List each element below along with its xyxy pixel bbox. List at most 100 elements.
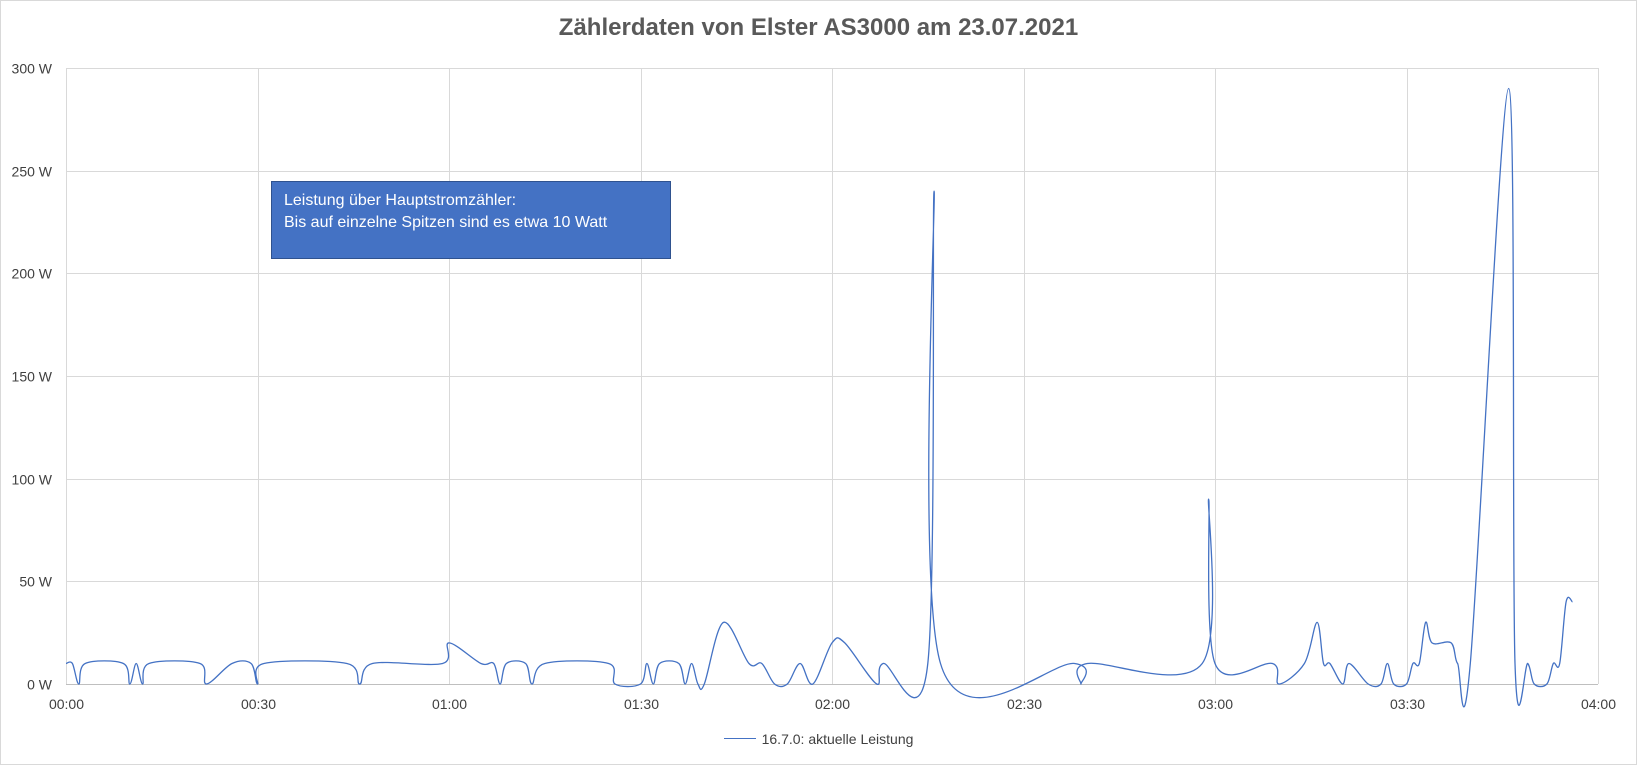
- data-point: [653, 683, 655, 685]
- data-point: [882, 663, 884, 665]
- data-point: [1329, 663, 1331, 665]
- data-point: [123, 663, 125, 665]
- data-point: [684, 683, 686, 685]
- x-tick-label: 02:30: [1007, 696, 1042, 712]
- y-axis-ticks: 0 W 50 W 100 W 150 W 200 W 250 W 300 W: [12, 61, 53, 693]
- y-tick-label: 150 W: [12, 369, 53, 385]
- data-point: [199, 663, 201, 665]
- x-tick-label: 00:30: [241, 696, 276, 712]
- data-point: [1342, 683, 1344, 685]
- y-tick-label: 0 W: [27, 677, 53, 693]
- x-tick-label: 04:00: [1581, 696, 1616, 712]
- data-point: [493, 663, 495, 665]
- data-point: [761, 663, 763, 665]
- data-point: [723, 622, 725, 624]
- data-point: [1553, 663, 1555, 665]
- data-point: [831, 642, 833, 644]
- legend: 16.7.0: aktuelle Leistung: [0, 726, 1637, 747]
- data-point: [78, 683, 80, 685]
- x-tick-label: 00:00: [49, 696, 84, 712]
- data-point: [787, 683, 789, 685]
- data-point: [1412, 663, 1414, 665]
- data-point: [876, 683, 878, 685]
- data-point: [812, 683, 814, 685]
- data-point: [1457, 663, 1459, 665]
- y-tick-label: 250 W: [12, 164, 53, 180]
- y-tick-label: 300 W: [12, 61, 53, 77]
- data-point: [1087, 663, 1089, 665]
- data-point: [704, 683, 706, 685]
- data-point: [84, 663, 86, 665]
- data-point: [640, 683, 642, 685]
- data-point: [359, 683, 361, 685]
- data-point: [531, 683, 533, 685]
- x-tick-label: 02:00: [815, 696, 850, 712]
- y-tick-label: 100 W: [12, 472, 53, 488]
- data-point: [1316, 622, 1318, 624]
- data-point: [1201, 663, 1203, 665]
- data-point: [1508, 88, 1510, 90]
- y-tick-label: 50 W: [19, 574, 52, 590]
- data-point: [1572, 601, 1574, 603]
- data-point: [525, 663, 527, 665]
- data-point: [1074, 663, 1076, 665]
- data-point: [1278, 683, 1280, 685]
- data-point: [1431, 642, 1433, 644]
- data-point: [1559, 663, 1561, 665]
- data-point: [1546, 683, 1548, 685]
- data-point: [933, 190, 935, 192]
- data-point: [250, 663, 252, 665]
- data-point: [1470, 663, 1472, 665]
- data-point: [231, 663, 233, 665]
- chart-title: Zählerdaten von Elster AS3000 am 23.07.2…: [558, 14, 1079, 41]
- data-point: [346, 663, 348, 665]
- data-point: [499, 683, 501, 685]
- data-point: [1208, 498, 1210, 500]
- data-point: [1533, 683, 1535, 685]
- data-point: [1348, 663, 1350, 665]
- data-point: [1514, 663, 1516, 665]
- data-point: [1419, 663, 1421, 665]
- data-point: [1387, 663, 1389, 665]
- data-point: [844, 642, 846, 644]
- data-point: [1406, 683, 1408, 685]
- data-point: [1393, 683, 1395, 685]
- annotation-line-2: Bis auf einzelne Spitzen sind es etwa 10…: [284, 214, 608, 231]
- data-point: [65, 663, 67, 665]
- data-point: [1450, 642, 1452, 644]
- y-tick-label: 200 W: [12, 266, 53, 282]
- data-point: [1214, 663, 1216, 665]
- data-point: [940, 663, 942, 665]
- data-point: [206, 683, 208, 685]
- data-point: [148, 663, 150, 665]
- data-point: [72, 663, 74, 665]
- data-point: [1527, 663, 1529, 665]
- data-point: [135, 663, 137, 665]
- data-point: [129, 683, 131, 685]
- data-point: [799, 663, 801, 665]
- data-point: [774, 683, 776, 685]
- series-layer: [65, 87, 1574, 708]
- x-axis-ticks: 00:00 00:30 01:00 01:30 02:00 02:30 03:00 03:30…: [49, 696, 1616, 712]
- data-point: [927, 663, 929, 665]
- legend-label: 16.7.0: aktuelle Leistung: [761, 730, 914, 747]
- data-point: [659, 663, 661, 665]
- data-point: [1425, 622, 1427, 624]
- x-tick-label: 03:00: [1198, 696, 1233, 712]
- data-point: [1380, 683, 1382, 685]
- data-point: [442, 663, 444, 665]
- data-point: [1367, 683, 1369, 685]
- data-point: [614, 683, 616, 685]
- data-point: [697, 683, 699, 685]
- legend-line-swatch: [723, 738, 756, 739]
- x-tick-label: 03:30: [1390, 696, 1425, 712]
- data-point: [1565, 601, 1567, 603]
- data-point: [1080, 683, 1082, 685]
- data-point: [506, 663, 508, 665]
- data-point: [263, 663, 265, 665]
- data-point: [678, 663, 680, 665]
- data-point: [448, 642, 450, 644]
- data-point: [1323, 663, 1325, 665]
- data-point: [748, 663, 750, 665]
